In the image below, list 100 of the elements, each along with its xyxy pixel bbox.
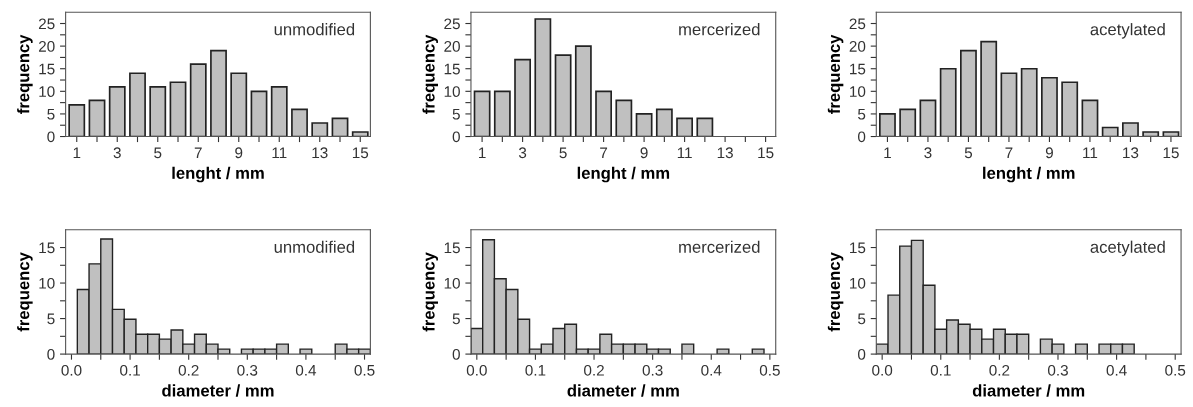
y-axis-title: frequency — [17, 252, 33, 332]
bar — [1122, 122, 1139, 137]
x-tick-label: 15 — [352, 147, 369, 159]
bar — [149, 85, 167, 137]
bar — [939, 67, 957, 137]
annotation: acetylated — [1090, 23, 1165, 39]
x-tick-label: 0.3 — [1047, 364, 1068, 376]
bar — [230, 72, 248, 137]
y-axis-title: frequency — [827, 252, 844, 332]
bar — [1020, 67, 1038, 137]
y-tick-label: 10 — [39, 86, 55, 98]
annotation: unmodified — [274, 23, 355, 36]
bar — [169, 81, 187, 137]
bar — [1081, 99, 1099, 137]
y-tick-label: 15 — [850, 242, 866, 254]
x-tick-label: 3 — [113, 147, 121, 159]
bar — [331, 117, 349, 137]
bar — [534, 18, 552, 137]
y-tick-label: 25 — [38, 18, 55, 30]
x-tick-label: 5 — [154, 147, 162, 159]
x-tick-label: 15 — [758, 147, 774, 159]
x-tick-label: 7 — [600, 147, 608, 159]
bar — [879, 113, 896, 137]
bar — [351, 131, 369, 137]
y-tick-label: 5 — [858, 108, 866, 120]
y-axis-title: frequency — [422, 34, 438, 114]
x-tick-label: 0.5 — [354, 364, 375, 376]
x-tick-label: 0.1 — [525, 364, 546, 376]
x-tick-label: 0.2 — [178, 364, 199, 376]
y-tick-label: 10 — [850, 86, 866, 98]
y-tick-label: 10 — [444, 277, 460, 289]
bar — [595, 90, 613, 137]
y-tick-label: 25 — [849, 18, 866, 30]
bar — [676, 117, 694, 137]
y-tick-label: 20 — [38, 40, 55, 52]
y-axis-title: frequency — [827, 34, 844, 114]
bar — [250, 90, 268, 137]
x-axis-title: lenght / mm — [983, 166, 1075, 183]
x-tick-label: 5 — [559, 147, 567, 159]
bar — [1041, 76, 1058, 137]
x-tick-label: 0.1 — [120, 364, 140, 376]
bar — [980, 40, 998, 137]
x-tick-label: 13 — [1123, 147, 1139, 159]
x-tick-label: 5 — [964, 147, 973, 159]
x-axis-title: diameter / mm — [972, 384, 1085, 397]
bar — [899, 108, 917, 137]
y-tick-label: 15 — [39, 63, 55, 75]
x-axis-title: diameter / mm — [567, 384, 679, 397]
bar — [189, 63, 207, 137]
y-tick-label: 0 — [47, 348, 55, 360]
bar — [574, 45, 592, 137]
bar — [696, 117, 714, 137]
annotation: acetylated — [1090, 240, 1165, 257]
x-tick-label: 7 — [1005, 147, 1013, 159]
bar — [554, 54, 572, 137]
x-tick-label: 0.2 — [989, 364, 1010, 376]
x-tick-label: 0.1 — [930, 364, 951, 376]
x-tick-label: 9 — [640, 147, 648, 159]
x-axis-title: diameter / mm — [162, 384, 274, 397]
x-tick-label: 1 — [479, 147, 486, 159]
bar — [88, 99, 106, 137]
y-tick-label: 10 — [850, 277, 866, 289]
y-axis-title: frequency — [422, 252, 438, 332]
bar — [514, 58, 532, 137]
x-tick-label: 0.3 — [642, 364, 663, 376]
y-tick-label: 15 — [39, 242, 55, 254]
y-tick-label: 0 — [47, 131, 55, 143]
x-tick-label: 11 — [677, 147, 692, 159]
x-tick-label: 3 — [924, 147, 932, 159]
y-tick-label: 5 — [452, 108, 460, 120]
x-tick-label: 0.2 — [584, 364, 604, 376]
y-tick-label: 15 — [444, 242, 460, 254]
bar — [919, 99, 937, 137]
bar — [493, 90, 511, 137]
x-axis-title: lenght / mm — [577, 166, 670, 183]
x-tick-label: 0.3 — [237, 364, 258, 376]
x-tick-label: 13 — [312, 147, 328, 159]
x-tick-label: 0.5 — [1165, 364, 1186, 376]
y-tick-label: 0 — [857, 131, 866, 143]
y-tick-label: 15 — [444, 63, 460, 75]
bar — [615, 99, 633, 137]
annotation: mercerized — [679, 240, 760, 253]
bar — [129, 72, 146, 137]
x-tick-label: 0.4 — [295, 364, 317, 376]
bar — [635, 113, 653, 137]
bar — [270, 85, 288, 137]
x-tick-label: 0.0 — [872, 364, 893, 376]
y-tick-label: 5 — [858, 313, 866, 325]
bar — [1162, 131, 1180, 137]
annotation: unmodified — [274, 240, 355, 253]
x-tick-label: 11 — [1083, 147, 1098, 159]
x-tick-label: 0.0 — [61, 364, 82, 376]
x-axis-title: lenght / mm — [172, 166, 264, 183]
y-tick-label: 20 — [849, 40, 866, 52]
x-tick-label: 9 — [1045, 147, 1053, 159]
y-tick-label: 20 — [444, 40, 460, 52]
bar — [68, 104, 86, 137]
bar — [108, 85, 126, 137]
bar — [473, 90, 491, 137]
y-tick-label: 15 — [850, 63, 866, 75]
